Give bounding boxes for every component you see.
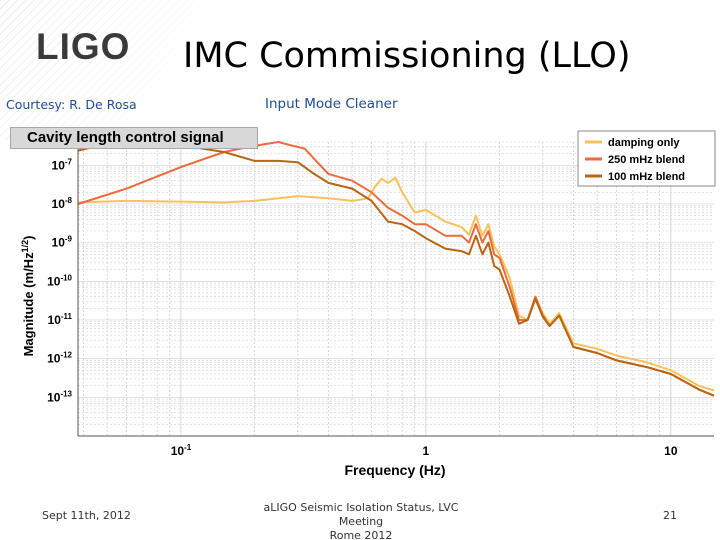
y-tick-label: 10-8 xyxy=(52,196,73,211)
x-tick-label: 1 xyxy=(423,444,430,458)
footer-date: Sept 11th, 2012 xyxy=(42,509,131,522)
x-axis-label: Frequency (Hz) xyxy=(344,462,445,478)
page-number: 21 xyxy=(663,509,677,522)
footer-meeting-line2: Rome 2012 xyxy=(329,529,393,540)
y-tick-label: 10-7 xyxy=(52,157,73,172)
legend-label: 100 mHz blend xyxy=(608,171,685,183)
y-tick-label: 10-12 xyxy=(47,351,72,366)
y-tick-label: 10-13 xyxy=(47,389,72,404)
chart-title: Cavity length control signal xyxy=(27,129,224,146)
y-tick-label: 10-11 xyxy=(48,312,73,327)
slide-subtitle: Input Mode Cleaner xyxy=(265,96,398,112)
corner-decoration xyxy=(0,0,260,140)
y-axis-label: Magnitude (m/Hz1/2) xyxy=(20,236,36,357)
x-tick-label: 10-1 xyxy=(171,443,192,458)
ligo-logo: LIGO xyxy=(36,26,131,67)
legend-label: 250 mHz blend xyxy=(608,154,685,166)
footer-meeting-line1: aLIGO Seismic Isolation Status, LVC Meet… xyxy=(263,501,459,528)
courtesy-text: Courtesy: R. De Rosa xyxy=(6,97,137,112)
chart-header: Cavity length control signal xyxy=(10,127,258,149)
slide-title: IMC Commissioning (LLO) xyxy=(183,36,631,76)
footer-meeting: aLIGO Seismic Isolation Status, LVC Meet… xyxy=(246,501,476,540)
x-tick-label: 10 xyxy=(664,444,678,458)
series-group xyxy=(77,141,715,397)
y-tick-label: 10-10 xyxy=(47,273,72,288)
y-axis-label-group: Magnitude (m/Hz1/2) xyxy=(20,236,36,357)
plot-background xyxy=(78,142,714,436)
series-line-3 xyxy=(77,141,715,397)
legend: damping only 250 mHz blend 100 mHz blend xyxy=(577,130,716,187)
legend-label: damping only xyxy=(608,137,680,149)
y-tick-label: 10-9 xyxy=(52,235,73,250)
series-line-1 xyxy=(77,176,715,392)
